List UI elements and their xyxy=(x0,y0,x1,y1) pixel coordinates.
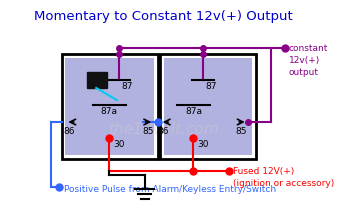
Text: 87a: 87a xyxy=(101,107,118,116)
Text: Positive Pulse from Alarm/Keyless Entry/Switch: Positive Pulse from Alarm/Keyless Entry/… xyxy=(64,185,276,194)
Bar xyxy=(87,72,107,88)
Text: 87: 87 xyxy=(205,82,217,91)
Text: 30: 30 xyxy=(197,140,209,149)
Text: 86: 86 xyxy=(63,127,75,136)
Text: 30: 30 xyxy=(113,140,125,149)
Text: 85: 85 xyxy=(235,127,247,136)
Text: 85: 85 xyxy=(142,127,153,136)
Bar xyxy=(65,58,154,155)
Bar xyxy=(163,58,252,155)
Text: the12volt.com: the12volt.com xyxy=(108,122,219,138)
Text: Momentary to Constant 12v(+) Output: Momentary to Constant 12v(+) Output xyxy=(34,10,293,23)
Text: 86: 86 xyxy=(158,127,169,136)
Text: 87a: 87a xyxy=(185,107,202,116)
Bar xyxy=(62,54,158,159)
Bar xyxy=(160,54,256,159)
Text: (ignition or accessory): (ignition or accessory) xyxy=(233,179,334,188)
Text: output: output xyxy=(289,68,319,77)
Text: 12v(+): 12v(+) xyxy=(289,56,320,65)
Text: 87: 87 xyxy=(121,82,133,91)
Text: constant: constant xyxy=(289,44,328,53)
Text: Fused 12V(+): Fused 12V(+) xyxy=(233,167,294,176)
